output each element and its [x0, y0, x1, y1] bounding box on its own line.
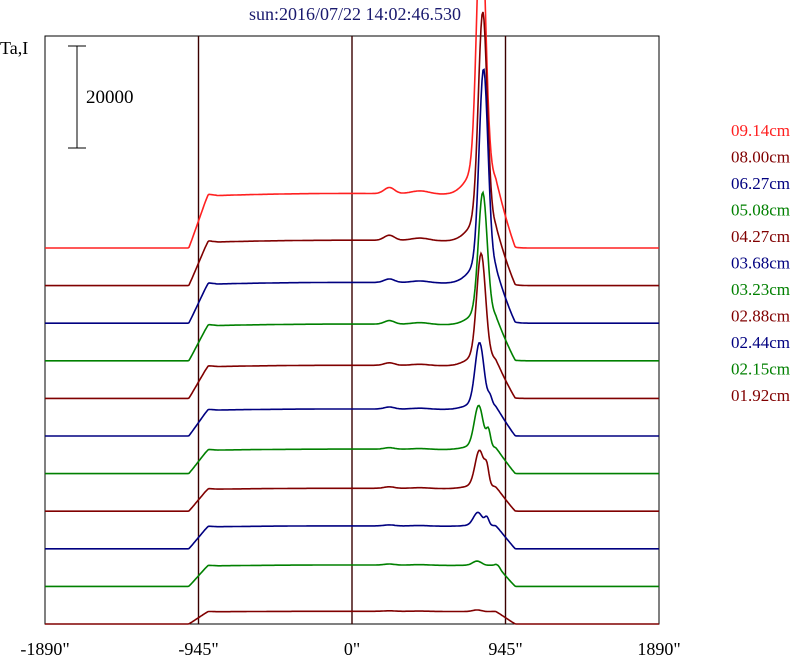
legend-entry-9: 02.15cm: [731, 360, 790, 379]
series-line-02-15cm: [45, 560, 659, 588]
legend-entry-7: 02.88cm: [731, 307, 790, 326]
series-line-03-68cm: [45, 342, 659, 437]
series-line-08-00cm: [45, 11, 659, 287]
reference-lines: [197, 36, 507, 624]
series-group: [45, 0, 659, 625]
series-line-06-27cm: [45, 68, 659, 324]
y-axis-label: Ta,I: [0, 38, 28, 58]
legend: 09.14cm 08.00cm 06.27cm 05.08cm 04.27cm 03.68…: [731, 121, 790, 405]
series-line-02-88cm: [45, 449, 659, 512]
scale-bar-label: 20000: [86, 87, 134, 108]
legend-entry-6: 03.23cm: [731, 280, 790, 299]
x-tick-labels: -1890" -945" 0" 945" 1890": [20, 639, 680, 659]
legend-entry-8: 02.44cm: [731, 333, 790, 352]
legend-entry-0: 09.14cm: [731, 121, 790, 140]
legend-entry-5: 03.68cm: [731, 254, 790, 273]
legend-entry-10: 01.92cm: [731, 386, 790, 405]
legend-entry-2: 06.27cm: [731, 174, 790, 193]
legend-entry-1: 08.00cm: [731, 148, 790, 167]
x-tick-label-4: 1890": [637, 639, 680, 659]
series-line-02-44cm: [45, 511, 659, 550]
legend-entry-4: 04.27cm: [731, 227, 790, 246]
series-line-04-27cm: [45, 251, 659, 400]
x-tick-label-2: 0": [344, 639, 360, 659]
scale-bar: 20000: [68, 45, 134, 149]
x-tick-label-1: -945": [178, 639, 218, 659]
legend-entry-3: 05.08cm: [731, 201, 790, 220]
series-line-01-92cm: [45, 609, 659, 625]
series-line-03-23cm: [45, 404, 659, 475]
series-line-05-08cm: [45, 190, 659, 362]
x-tick-label-3: 945": [488, 639, 522, 659]
x-tick-label-0: -1890": [20, 639, 69, 659]
series-line-09-14cm: [45, 0, 659, 249]
chart-title: sun:2016/07/22 14:02:46.530: [249, 4, 461, 24]
